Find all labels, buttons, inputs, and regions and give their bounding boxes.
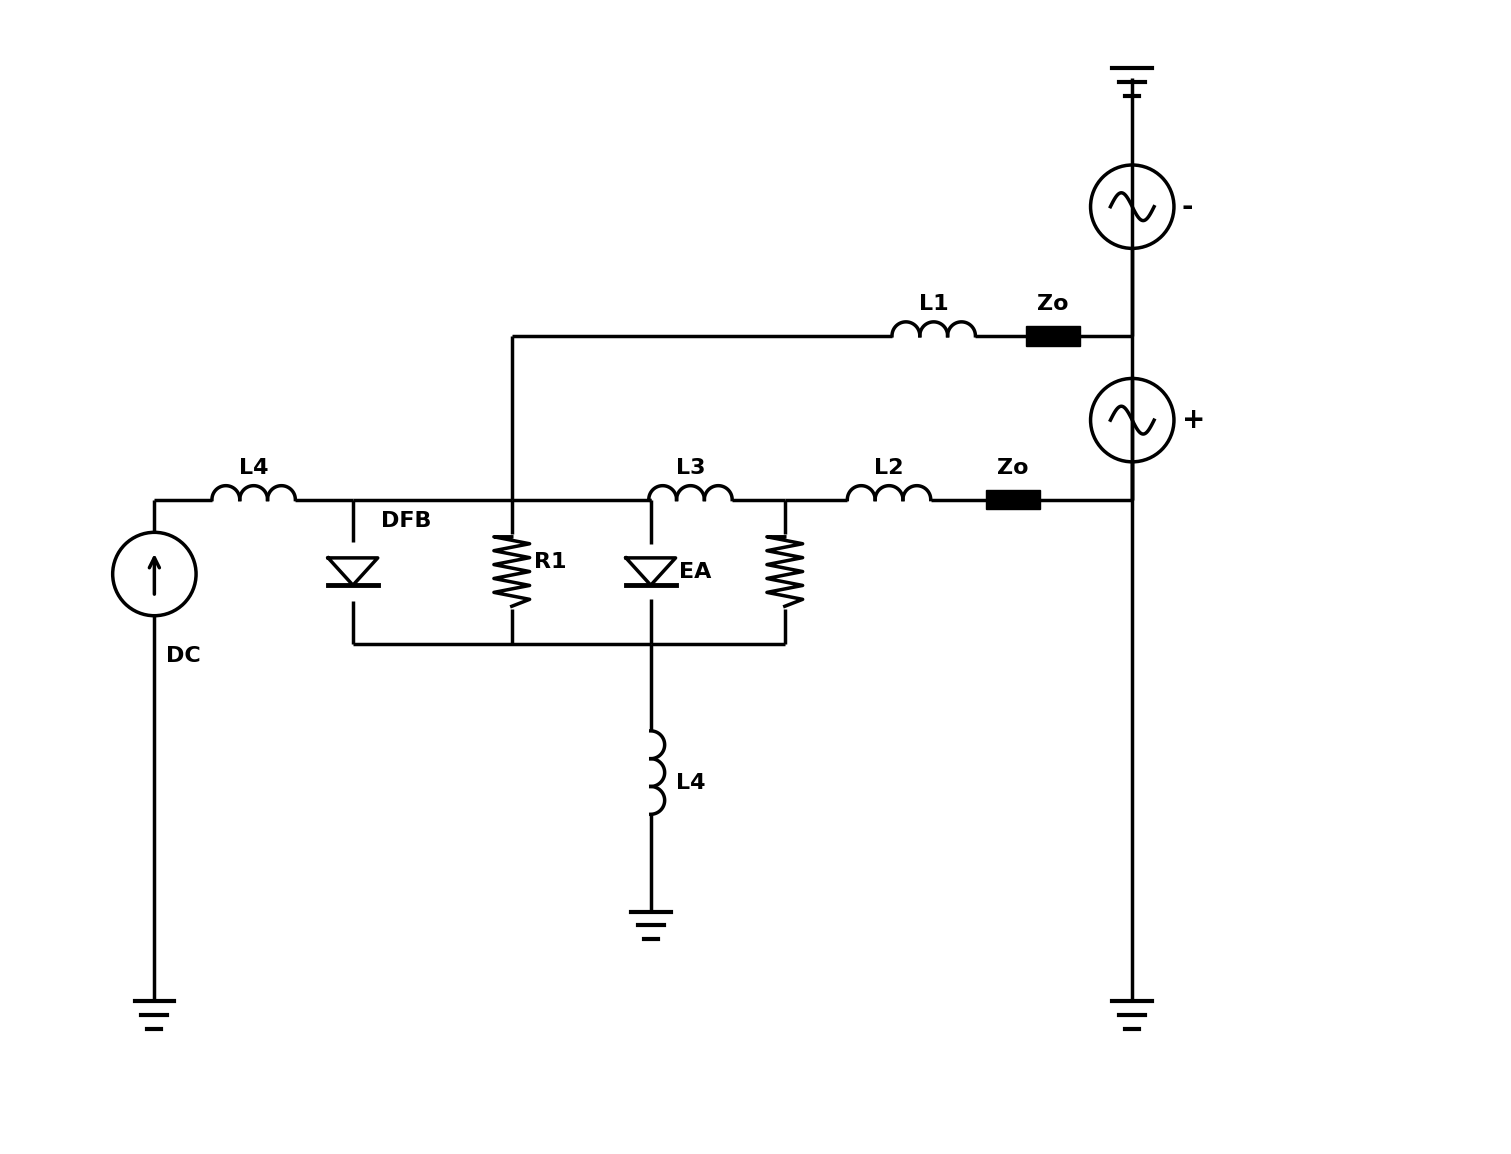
Text: -: - <box>1182 193 1194 220</box>
Text: L4: L4 <box>675 772 706 793</box>
Bar <box>1026 325 1080 346</box>
Text: DFB: DFB <box>381 511 431 532</box>
Text: L3: L3 <box>675 458 706 478</box>
Text: EA: EA <box>678 562 712 582</box>
Text: +: + <box>1182 406 1206 434</box>
Text: L1: L1 <box>919 294 949 314</box>
Text: L2: L2 <box>875 458 904 478</box>
Text: L4: L4 <box>239 458 269 478</box>
Bar <box>985 489 1041 510</box>
Text: R1: R1 <box>533 552 567 571</box>
Text: Zo: Zo <box>1037 294 1068 314</box>
Text: Zo: Zo <box>997 458 1029 478</box>
Text: DC: DC <box>166 645 201 666</box>
